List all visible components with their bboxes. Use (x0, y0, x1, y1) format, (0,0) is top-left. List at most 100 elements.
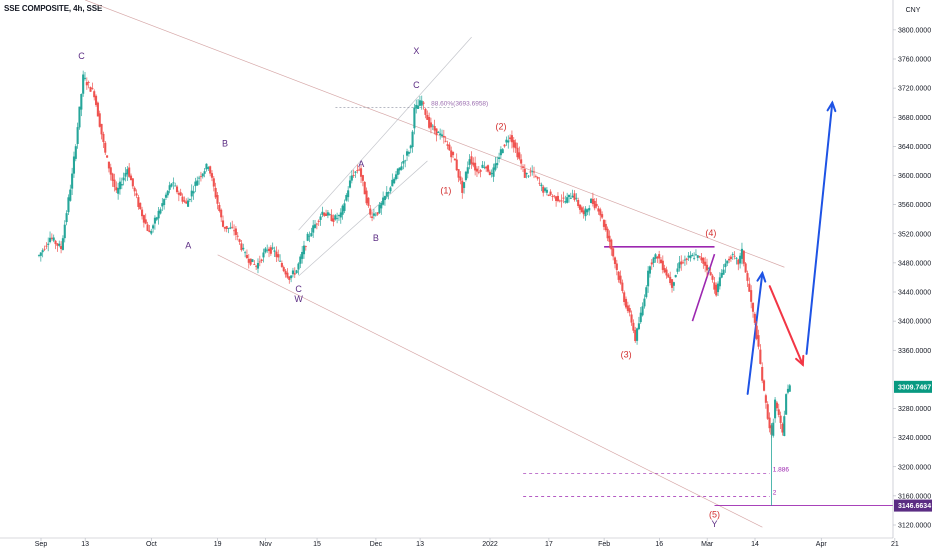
candle (669, 271, 672, 286)
candle (65, 210, 68, 226)
candle (242, 243, 245, 251)
candle (529, 167, 532, 177)
candle-body (470, 156, 473, 164)
candle-body (674, 275, 677, 278)
candle (705, 258, 709, 277)
candle-body (212, 178, 215, 187)
candle-body (715, 284, 718, 296)
x-tick-label: 16 (655, 541, 663, 548)
candle (221, 215, 225, 228)
candle-body (424, 108, 427, 115)
candle-body (728, 258, 731, 261)
candle-body (93, 91, 96, 98)
wave-label: A (358, 159, 364, 169)
candle (667, 273, 670, 278)
candle-body (518, 152, 521, 159)
candle (234, 225, 237, 241)
candle (100, 123, 103, 140)
candle-body (405, 151, 409, 156)
candle (753, 311, 756, 326)
candle-body (60, 246, 63, 250)
candle (288, 275, 291, 284)
candle (394, 170, 398, 181)
candle-body (78, 106, 81, 128)
candle (244, 250, 247, 258)
candle-body (547, 194, 550, 196)
candle (328, 212, 331, 216)
x-tick-label: 14 (751, 541, 759, 548)
candle-body (258, 261, 261, 263)
candle (459, 171, 462, 185)
candle-body (718, 277, 721, 287)
candle (505, 136, 508, 146)
candle-body (601, 214, 604, 218)
candle (350, 170, 353, 184)
candle (556, 192, 559, 203)
candle (621, 279, 624, 294)
candle-body (128, 167, 131, 177)
candle-body (45, 245, 48, 247)
candle-body (339, 212, 342, 218)
candle (297, 262, 300, 275)
candle (602, 219, 605, 231)
candle (150, 228, 153, 236)
candle-body (150, 231, 153, 234)
candle (786, 384, 790, 395)
candle (128, 163, 131, 178)
wave-label: X (413, 46, 419, 56)
candle-body (615, 263, 618, 270)
y-tick-label: 3280.0000 (898, 406, 931, 413)
candle (545, 186, 548, 196)
candle (759, 344, 762, 365)
candle (634, 326, 637, 343)
candle-body (648, 266, 651, 274)
candle (159, 207, 162, 215)
candle (363, 181, 366, 195)
candle (45, 242, 48, 250)
candle (573, 190, 576, 202)
candle-body (361, 175, 364, 181)
candle-body (301, 251, 304, 259)
candle (315, 222, 318, 230)
candle (575, 193, 578, 202)
candle (293, 267, 296, 279)
candle (187, 197, 190, 207)
candle-body (233, 230, 236, 232)
candle-body (273, 250, 276, 252)
candle (135, 189, 138, 199)
wave-label: W (294, 294, 303, 304)
candle-body (312, 225, 315, 233)
candle (463, 182, 466, 194)
candle (536, 176, 539, 181)
candle (564, 195, 567, 204)
candle (402, 154, 405, 170)
y-tick-label: 3680.0000 (898, 115, 931, 122)
wave-label: (5) (709, 510, 720, 520)
candle (391, 173, 394, 187)
candle (336, 212, 339, 224)
candle (420, 95, 423, 110)
candle-body (137, 197, 140, 207)
candle (682, 259, 685, 264)
candle (152, 223, 155, 233)
candle (251, 259, 254, 263)
candle (111, 172, 114, 187)
candle (37, 254, 41, 258)
candle-body (396, 168, 399, 175)
candle (54, 239, 57, 250)
candle-body (378, 204, 381, 213)
candle-body (155, 217, 158, 220)
candle-body (417, 105, 420, 109)
candle-body (628, 308, 631, 313)
x-tick-label: Sep (35, 541, 48, 548)
candle (188, 198, 191, 202)
candle (593, 198, 596, 211)
candle-body (527, 175, 530, 177)
candle-body (748, 283, 751, 292)
candle-body (650, 262, 653, 265)
candle-body (56, 243, 59, 246)
candle (544, 186, 547, 193)
candle (693, 252, 696, 261)
candle-body (72, 156, 76, 174)
